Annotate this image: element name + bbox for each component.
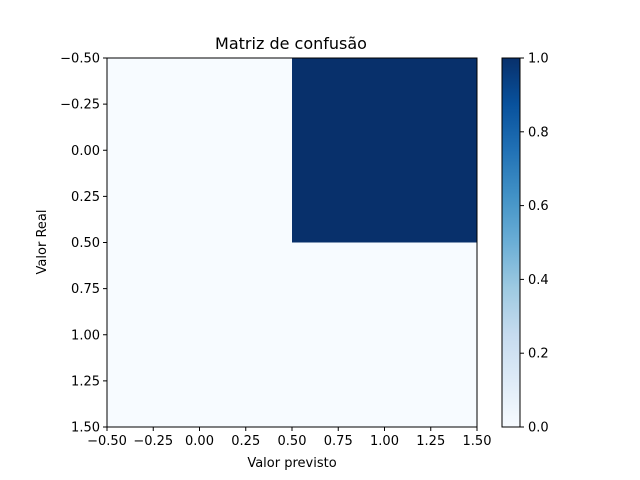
colorbar-tick-label: 0.8 [528, 125, 549, 140]
y-axis-label: Valor Real [35, 210, 50, 275]
colorbar [501, 57, 521, 428]
x-tick-label: 1.50 [463, 434, 492, 449]
x-axis-label: Valor previsto [247, 456, 336, 471]
colorbar-tick-label: 1.0 [528, 52, 549, 67]
heatmap-cell-r0-c0 [107, 58, 292, 243]
heatmap-cell-r1-c0 [107, 242, 292, 427]
x-axis-ticks: −0.50 −0.25 0.00 0.25 0.50 0.75 1.00 1.25 1.50 [87, 427, 491, 449]
y-tick-label: 1.25 [71, 374, 100, 389]
colorbar-tick-label: 0.2 [528, 347, 549, 362]
y-tick-label: 0.75 [71, 282, 100, 297]
chart-title: Matriz de confusão [215, 34, 367, 53]
heatmap-cell-r1-c1 [292, 242, 477, 427]
colorbar-tick-label: 0.4 [528, 273, 549, 288]
colorbar-tick-label: 0.0 [528, 421, 549, 436]
y-tick-label: −0.25 [60, 98, 100, 113]
x-tick-label: 1.00 [370, 434, 399, 449]
x-tick-label: 0.75 [324, 434, 353, 449]
colorbar-tick-label: 0.6 [528, 199, 549, 214]
y-tick-label: 1.00 [71, 328, 100, 343]
x-tick-label: 0.50 [278, 434, 307, 449]
y-tick-label: 0.00 [71, 144, 100, 159]
y-axis-ticks: −0.50 −0.25 0.00 0.25 0.50 0.75 1.00 1.25 1.50 [60, 52, 107, 436]
x-tick-label: 0.00 [185, 434, 214, 449]
x-tick-label: −0.25 [133, 434, 173, 449]
y-tick-label: 0.25 [71, 190, 100, 205]
colorbar-ticks: 0.0 0.2 0.4 0.6 0.8 1.0 [520, 52, 549, 436]
heatmap-cells [107, 58, 477, 427]
heatmap-cell-r0-c1 [292, 58, 477, 243]
x-tick-label: 0.25 [231, 434, 260, 449]
x-tick-label: −0.50 [87, 434, 127, 449]
y-tick-label: −0.50 [60, 52, 100, 67]
y-tick-label: 0.50 [71, 236, 100, 251]
x-tick-label: 1.25 [416, 434, 445, 449]
y-tick-label: 1.50 [71, 421, 100, 436]
